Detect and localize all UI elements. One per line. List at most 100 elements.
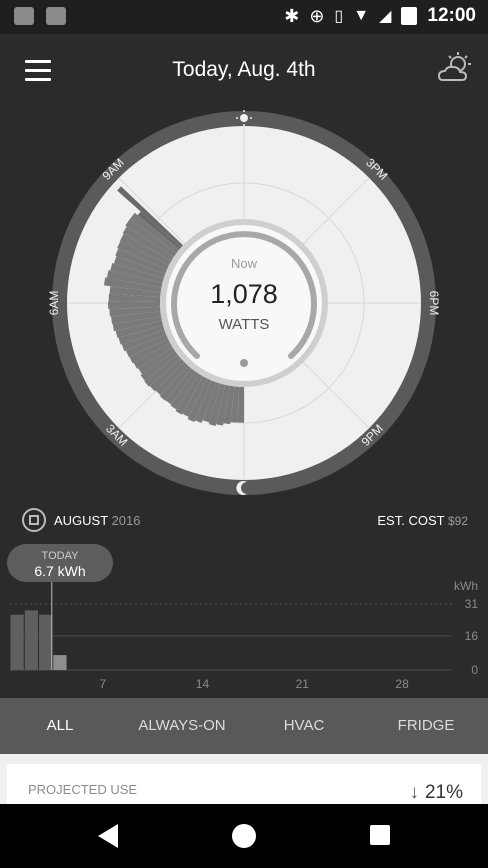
projected-use-change: ↓ 21%	[409, 782, 463, 804]
usage-bar	[216, 384, 230, 426]
usage-bar	[202, 382, 221, 423]
usage-bar	[115, 320, 164, 339]
tab-hvac[interactable]: HVAC	[283, 717, 325, 734]
usage-bar	[125, 219, 177, 258]
day-bar[interactable]	[53, 655, 67, 670]
usage-bar	[187, 378, 212, 423]
clock: 12:00	[427, 5, 476, 26]
cost-value: $92	[447, 514, 468, 528]
today-tooltip: TODAY 6.7 kWh	[7, 544, 113, 582]
calendar-icon[interactable]	[22, 508, 46, 532]
month-name: AUGUST	[54, 513, 108, 528]
usage-bar	[125, 334, 168, 358]
system-icons: ✱ ⊕ ▯ ▼ ◢ 12:00	[284, 5, 476, 27]
usage-bar	[129, 212, 180, 254]
chart-x-tick-label: 14	[196, 677, 210, 691]
chart-unit-label: kWh	[454, 580, 478, 593]
system-nav-bar	[0, 804, 488, 868]
signal-icon: ◢	[379, 8, 392, 25]
hour-label-6am: 6AM	[47, 291, 61, 316]
usage-bars	[104, 186, 244, 426]
usage-bar	[117, 241, 169, 270]
app-header: Today, Aug. 4th	[0, 34, 488, 106]
cost-label: EST. COST	[377, 513, 445, 528]
chart-x-tick-label: 7	[99, 677, 106, 691]
usage-bar	[175, 373, 204, 415]
hour-label-6pm: 6PM	[427, 291, 441, 316]
status-bar: ✱ ⊕ ▯ ▼ ◢ 12:00	[0, 0, 488, 34]
down-arrow-icon: ↓	[409, 782, 419, 803]
usage-bar	[113, 256, 166, 279]
usage-bar	[194, 380, 217, 423]
daily-usage-svg: 7 14 21 28 31 16 0 kWh	[10, 579, 479, 691]
usage-bar	[182, 376, 208, 417]
wifi-icon: ▼	[353, 7, 370, 24]
notification-icons	[14, 7, 66, 25]
month-year: 2016	[111, 513, 141, 528]
usage-bar	[115, 248, 167, 275]
menu-icon[interactable]	[25, 60, 51, 81]
month-selector[interactable]: AUGUST 2016	[54, 513, 140, 528]
usage-bar	[108, 293, 161, 302]
chart-y-tick-label: 16	[465, 629, 479, 643]
usage-bar	[155, 362, 188, 396]
day-bar[interactable]	[10, 614, 24, 670]
chart-x-ticks: 7 14 21 28	[99, 677, 409, 691]
now-gauge-arc	[171, 231, 317, 359]
now-label: Now	[231, 256, 258, 271]
chart-x-tick-label: 28	[395, 677, 409, 691]
gauge-dot	[240, 359, 248, 367]
moon-icon	[236, 481, 247, 496]
recents-icon[interactable]	[370, 825, 390, 845]
usage-bar	[237, 386, 244, 423]
usage-bar	[119, 233, 172, 266]
sun-icon	[236, 110, 252, 126]
image-notification-icon	[14, 7, 34, 25]
usage-bar	[138, 347, 176, 375]
app-notification-icon	[46, 7, 66, 25]
dial-center	[166, 225, 322, 381]
usage-bar	[144, 354, 181, 387]
usage-bar	[108, 301, 161, 309]
current-watts-value: 1,078	[210, 279, 278, 309]
chart-bars	[10, 610, 67, 670]
usage-bar	[230, 386, 240, 423]
projected-use-percent: 21%	[424, 782, 463, 803]
day-bar[interactable]	[39, 614, 53, 670]
tab-always-on[interactable]: ALWAYS-ON	[138, 717, 226, 734]
daily-usage-chart[interactable]: 7 14 21 28 31 16 0 kWh	[0, 579, 488, 696]
usage-bar	[159, 365, 192, 401]
today-tooltip-value: 6.7 kWh	[34, 563, 86, 579]
home-icon[interactable]	[232, 824, 256, 848]
usage-bar	[129, 338, 171, 364]
tab-all[interactable]: ALL	[46, 717, 74, 734]
weather-partly-cloudy-icon[interactable]	[436, 50, 474, 88]
usage-bar	[140, 351, 178, 381]
battery-icon	[401, 7, 418, 25]
chart-x-tick-label: 21	[296, 677, 310, 691]
power-dial-graphic: Now 1,078 WATTS 9AM 3PM 6AM 6PM 3AM 9PM	[47, 110, 441, 496]
chart-y-tick-label: 0	[471, 663, 478, 677]
today-tooltip-label: TODAY	[41, 550, 79, 562]
usage-bar	[121, 329, 167, 352]
usage-bar	[118, 325, 165, 345]
back-icon[interactable]	[98, 824, 118, 848]
bluetooth-icon: ✱	[284, 5, 300, 26]
tab-fridge[interactable]: FRIDGE	[397, 717, 455, 734]
power-dial: Now 1,078 WATTS 9AM 3PM 6AM 6PM 3AM 9PM	[0, 108, 488, 503]
category-tabs: ALL ALWAYS-ON HVAC FRIDGE	[0, 698, 488, 754]
usage-bar	[223, 385, 235, 425]
usage-bar	[112, 316, 162, 332]
current-watts-unit: WATTS	[219, 316, 270, 333]
chart-gridlines	[10, 603, 452, 671]
usage-bar	[122, 226, 174, 262]
day-bar[interactable]	[24, 610, 39, 670]
usage-spike-bar	[117, 186, 184, 248]
usage-spike-bar	[137, 211, 182, 250]
usage-bar	[111, 311, 162, 324]
usage-bar	[170, 371, 199, 410]
chart-y-ticks: 31 16 0	[465, 597, 479, 677]
chart-y-tick-label: 31	[465, 597, 479, 611]
estimated-cost: EST. COST $92	[377, 513, 468, 528]
data-saver-icon: ⊕	[309, 5, 325, 26]
